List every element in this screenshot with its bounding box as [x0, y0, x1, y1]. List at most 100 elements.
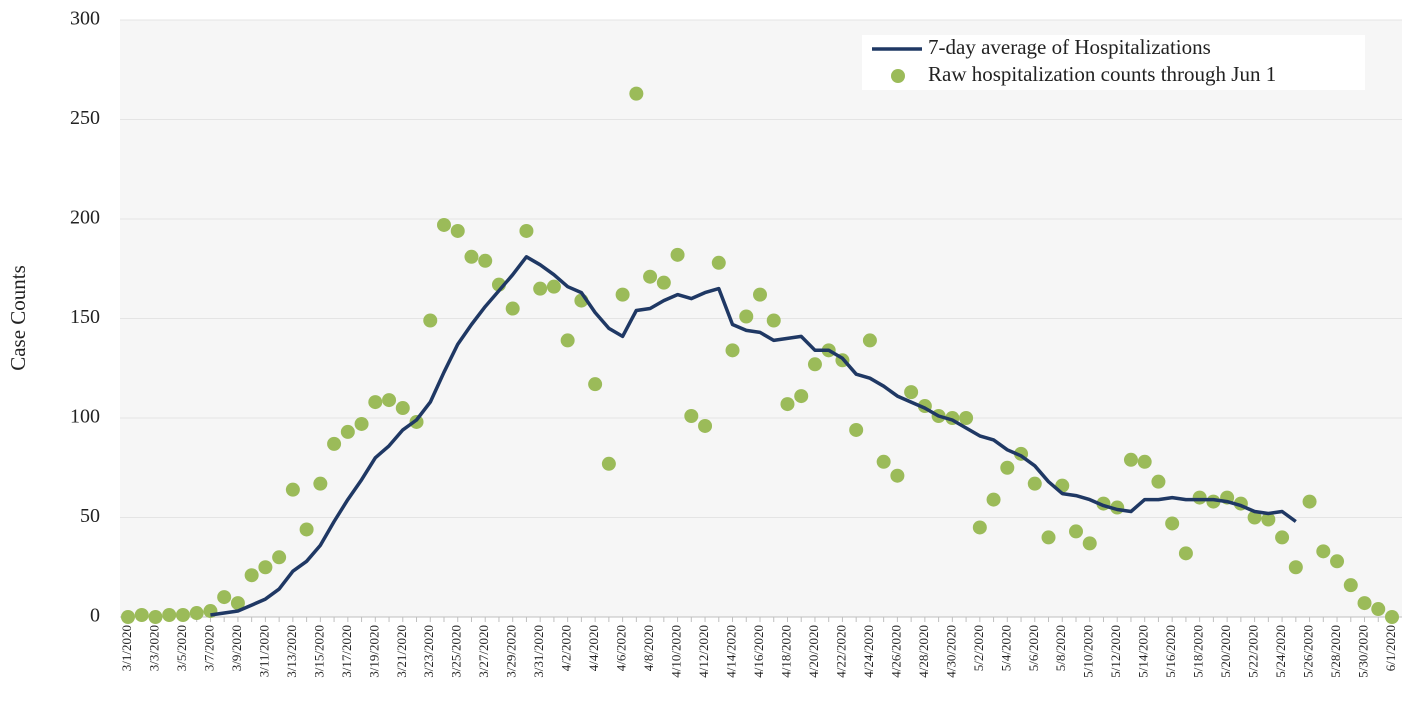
x-tick-label: 3/19/2020: [366, 625, 381, 678]
x-tick-label: 4/26/2020: [888, 625, 903, 678]
y-tick-label: 100: [70, 406, 100, 428]
raw-dot: [134, 608, 149, 623]
raw-dot: [643, 269, 658, 284]
raw-dot: [807, 357, 822, 372]
x-tick-label: 3/15/2020: [311, 625, 326, 678]
raw-dot: [505, 301, 520, 316]
raw-dot: [1151, 474, 1166, 489]
raw-dot: [656, 275, 671, 290]
x-tick-label: 5/20/2020: [1218, 625, 1233, 678]
average-line: [210, 255, 1297, 617]
raw-dot: [175, 608, 190, 623]
x-tick-label: 5/18/2020: [1191, 625, 1206, 678]
raw-dot: [230, 596, 245, 611]
raw-dot: [437, 217, 451, 232]
x-tick-label: 4/6/2020: [614, 625, 629, 671]
x-tick-label: 4/14/2020: [724, 625, 739, 678]
raw-dot: [272, 550, 287, 565]
x-tick-label: 4/30/2020: [943, 625, 958, 678]
x-tick-label: 3/7/2020: [201, 625, 216, 671]
raw-dot: [1000, 460, 1015, 475]
raw-dot: [862, 333, 877, 348]
raw-dot: [1178, 546, 1193, 561]
x-tick-label: 5/22/2020: [1246, 625, 1261, 678]
raw-dot: [1165, 516, 1180, 531]
raw-dot: [1261, 512, 1276, 527]
x-tick-label: 4/8/2020: [641, 625, 656, 671]
x-tick-label: 4/18/2020: [778, 625, 793, 678]
raw-dot: [450, 223, 465, 238]
raw-dot: [519, 223, 534, 238]
raw-dot: [1385, 610, 1399, 624]
x-tick-label: 5/26/2020: [1301, 625, 1316, 678]
raw-dot: [299, 522, 314, 537]
raw-dot: [1069, 524, 1083, 539]
raw-dot: [478, 253, 493, 268]
x-tick-label: 3/31/2020: [531, 625, 546, 678]
y-tick-label: 0: [90, 605, 100, 627]
y-tick-label: 50: [80, 505, 100, 527]
raw-dot: [1137, 454, 1152, 469]
raw-dot: [354, 416, 369, 431]
raw-dot: [1027, 476, 1042, 491]
raw-dot: [780, 397, 795, 412]
raw-dot: [258, 560, 273, 575]
x-tick-label: 5/4/2020: [998, 625, 1013, 671]
raw-dot: [890, 468, 905, 483]
raw-dot: [395, 401, 410, 416]
x-tick-label: 3/3/2020: [146, 625, 161, 671]
x-tick-label: 6/1/2020: [1383, 625, 1398, 671]
raw-dot: [285, 482, 300, 497]
y-axis-label: Case Counts: [6, 265, 30, 371]
raw-dot: [464, 249, 479, 264]
x-tick-label: 5/2/2020: [971, 625, 986, 671]
raw-dot: [1041, 530, 1056, 545]
raw-dot: [725, 343, 740, 358]
x-tick-label: 5/12/2020: [1108, 625, 1123, 678]
x-tick-label: 4/28/2020: [916, 625, 931, 678]
x-tick-label: 5/8/2020: [1053, 625, 1068, 671]
x-tick-label: 5/28/2020: [1328, 625, 1343, 678]
legend-dot: [891, 69, 905, 83]
raw-dot: [753, 287, 767, 302]
raw-dot: [1330, 554, 1345, 569]
raw-dot: [368, 395, 383, 410]
x-tick-label: 4/22/2020: [833, 625, 848, 678]
raw-dot: [876, 454, 891, 469]
raw-dot: [1192, 490, 1207, 505]
raw-dot: [588, 377, 603, 392]
x-tick-label: 5/24/2020: [1273, 625, 1288, 678]
raw-dot: [121, 610, 135, 624]
raw-dot: [1082, 536, 1097, 551]
raw-dot: [546, 279, 561, 294]
raw-dot: [1247, 510, 1262, 525]
raw-dot: [615, 287, 630, 302]
y-tick-label: 200: [70, 207, 100, 229]
raw-dot: [986, 492, 1001, 507]
x-tick-label: 3/29/2020: [504, 625, 519, 678]
x-tick-label: 3/21/2020: [394, 625, 409, 678]
raw-dot: [340, 424, 355, 439]
y-tick-label: 250: [70, 107, 100, 129]
x-tick-label: 5/10/2020: [1081, 625, 1096, 678]
raw-dot: [382, 393, 397, 408]
x-tick-label: 3/17/2020: [339, 625, 354, 678]
raw-dot: [601, 456, 616, 471]
raw-dot: [1316, 544, 1331, 559]
x-tick-label: 4/10/2020: [669, 625, 684, 678]
raw-dot: [244, 568, 259, 583]
raw-dot: [217, 590, 232, 605]
legend-label: 7-day average of Hospitalizations: [928, 35, 1211, 59]
x-tick-label: 3/11/2020: [256, 625, 271, 677]
x-tick-label: 5/6/2020: [1026, 625, 1041, 671]
legend-label: Raw hospitalization counts through Jun 1: [928, 62, 1276, 86]
raw-dot: [794, 389, 809, 404]
raw-dot: [739, 309, 754, 324]
raw-dot: [1357, 596, 1372, 611]
raw-dot: [162, 608, 177, 623]
raw-dot: [684, 409, 699, 424]
x-tick-label: 3/27/2020: [476, 625, 491, 678]
raw-dot: [972, 520, 987, 535]
raw-dot: [698, 418, 713, 433]
